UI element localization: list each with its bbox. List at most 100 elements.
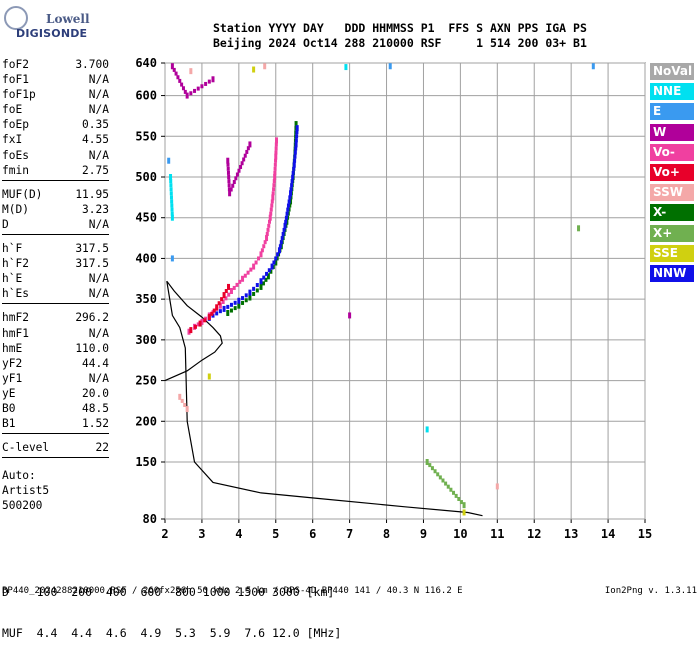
echo-trace-x [457,496,461,501]
x-tick-label: 3 [198,527,205,541]
echo-trace-nnw [286,207,290,212]
y-tick-label: 300 [135,333,157,347]
y-tick-label: 200 [135,414,157,428]
echo-trace-nnw [291,170,295,175]
echo-trace-w [178,78,182,83]
echo-trace-vo [272,183,276,188]
x-tick-label: 5 [272,527,279,541]
echo-trace-vo [266,227,270,232]
echo-trace-w [180,82,184,87]
param-label: D [2,217,9,231]
echo-trace-vo [270,199,274,204]
echo-trace-vo [273,170,277,175]
y-tick-label: 600 [135,89,157,103]
param-row: B1 1.52 [2,416,109,431]
echo-point-nnw [294,141,298,148]
param-label: foF2 [2,58,29,71]
echo-trace-w [246,146,250,151]
echo-point-x [259,283,263,290]
echo-trace-vo [274,142,278,147]
param-label: foF1p [2,88,36,102]
legend-item: W [650,123,694,141]
echo-point-sse [207,373,211,380]
legend-item: SSW [650,184,694,202]
echo-point-x [274,259,278,266]
echo-trace-nnw [274,256,278,261]
echo-trace-x [433,469,437,474]
echo-trace-x [438,475,442,480]
echo-trace-nnw [229,302,233,307]
echo-trace-w [243,153,247,158]
echo-point-w [185,92,189,99]
param-value: 22 [95,441,109,455]
param-row: h`F 317.5 [2,241,109,256]
param-value: 3.700 [75,58,109,71]
echo-point-nnw [248,289,252,296]
param-value: N/A [88,73,109,87]
echo-trace-vo [274,150,278,155]
echo-point-nnw [283,222,287,229]
echo-trace-x [244,298,248,303]
echo-trace-nnw [293,150,297,155]
echo-trace-vo [269,207,273,212]
echo-point-ssw [495,483,499,490]
param-label: B0 [2,401,16,415]
echo-point-w [228,190,232,197]
echo-trace-x [430,466,434,471]
echo-trace-nnw [282,227,286,232]
param-label: h`F2 [2,257,29,271]
echo-trace-w [227,183,231,188]
param-row: yF1 N/A [2,371,109,386]
echo-trace-nnw [226,304,230,309]
echo-point-vo [227,283,231,290]
echo-trace-vo [196,322,200,327]
echo-point-nne [425,426,429,433]
x-tick-label: 13 [564,527,578,541]
x-tick-label: 6 [309,527,316,541]
legend-item: Vo+ [650,163,694,181]
param-label: MUF(D) [2,187,43,201]
y-tick-label: 500 [135,170,157,184]
echo-trace-vo [217,301,221,306]
echo-point-nne [344,64,348,71]
param-row: D N/A [2,217,109,232]
echo-trace-x [454,493,458,498]
echo-trace-w [226,170,230,175]
x-tick-label: 9 [420,527,427,541]
echo-point-x [226,309,230,316]
echo-trace-w [189,91,193,96]
param-value: N/A [88,148,109,162]
echo-trace-vo [193,324,197,329]
echo-point-w [226,157,230,164]
echo-trace-nnw [285,211,289,216]
echo-trace-vo [232,285,236,290]
echo-point-vo [265,235,269,242]
autoscaling-line: Auto: [2,469,36,483]
echo-trace-nnw [241,296,245,301]
x-tick-label: 2 [161,527,168,541]
scaled-parameters-panel: foF2 3.700 foF1 N/A foF1p N/A foE N/A foEp 0.35 fx… [2,57,109,514]
y-tick-label: 450 [135,211,157,225]
echo-trace-nnw [265,271,269,276]
echo-trace-vo [203,318,207,323]
echo-trace-w [227,179,231,184]
echo-trace-nnw [290,183,294,188]
echo-trace-vo [273,162,277,167]
legend-item: NoVal [650,63,694,80]
echo-trace-w [239,164,243,169]
echo-trace-vo [267,219,271,224]
param-separator [2,303,109,310]
param-label: fmin [2,163,29,177]
echo-trace-x [233,306,237,311]
echo-trace-vo [243,273,247,278]
echo-trace-nne [170,207,174,212]
echo-trace-ssw [183,403,187,407]
echo-trace-vo [274,146,278,151]
echo-point-w [348,312,352,319]
echo-trace-w [237,168,241,173]
echo-point-x [425,459,429,465]
param-row: foEs N/A [2,148,109,163]
muf-frequency-row: MUF 4.4 4.4 4.6 4.9 5.3 5.9 7.6 12.0 [MH… [2,626,342,640]
echo-trace-w [231,183,235,188]
param-value: 3.23 [82,202,109,216]
